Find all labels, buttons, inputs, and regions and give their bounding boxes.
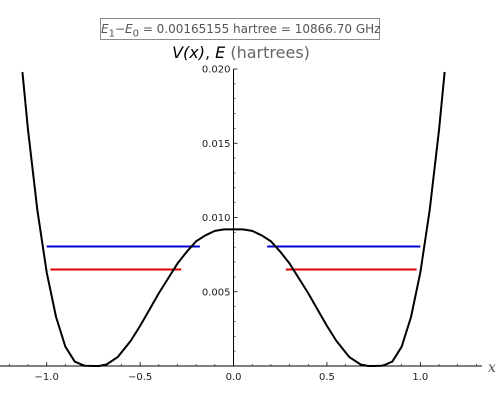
chart-title: V(x), E (hartrees) bbox=[0, 43, 482, 62]
e0-symbol: E bbox=[125, 22, 133, 36]
title-units: (hartrees) bbox=[225, 43, 310, 62]
x-tick-label: 0.0 bbox=[226, 372, 242, 383]
x-tick-label: −0.5 bbox=[128, 372, 152, 383]
y-tick-label: 0.020 bbox=[202, 65, 231, 76]
y-tick-label: 0.005 bbox=[202, 287, 231, 298]
y-tick-label: 0.015 bbox=[202, 139, 231, 150]
title-separator: , bbox=[205, 43, 216, 62]
e1-symbol: E bbox=[101, 22, 109, 36]
title-energy: E bbox=[215, 43, 226, 62]
energy-gap-readout: E1−E0 = 0.00165155 hartree = 10866.70 GH… bbox=[100, 18, 380, 40]
minus-sign: − bbox=[114, 22, 126, 36]
e1-subscript: 1 bbox=[108, 28, 115, 40]
potential-curve bbox=[21, 71, 446, 367]
energy-gap-value: = 0.00165155 hartree = 10866.70 GHz bbox=[139, 22, 381, 36]
y-tick-label: 0.010 bbox=[202, 213, 231, 224]
x-axis-label: x bbox=[488, 360, 496, 376]
title-potential: V(x) bbox=[172, 43, 205, 62]
x-tick-label: 1.0 bbox=[412, 372, 428, 383]
x-tick-label: 0.5 bbox=[319, 372, 335, 383]
x-tick-label: −1.0 bbox=[35, 372, 59, 383]
e0-subscript: 0 bbox=[132, 28, 139, 40]
